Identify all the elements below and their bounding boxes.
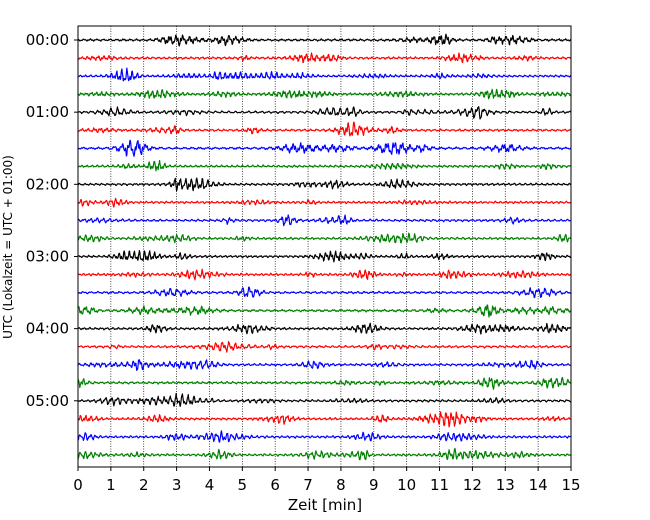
seismic-trace <box>77 232 572 244</box>
x-tick-label: 9 <box>369 476 379 494</box>
seismic-trace <box>77 121 572 137</box>
x-tick-label: 0 <box>73 476 83 494</box>
plot-frame <box>77 25 572 468</box>
y-axis-ticks: 00:00 01:00 02:00 03:00 04:00 05:00 <box>26 31 78 410</box>
seismic-trace <box>77 340 572 353</box>
seismic-trace <box>77 392 572 407</box>
seismic-trace <box>77 52 572 64</box>
seismic-trace <box>77 286 572 299</box>
x-tick-label: 10 <box>397 476 416 494</box>
seismic-trace <box>77 359 572 371</box>
x-tick-label: 3 <box>172 476 182 494</box>
x-tick-label: 13 <box>496 476 515 494</box>
seismic-trace <box>77 322 572 335</box>
y-tick-label: 01:00 <box>26 103 69 121</box>
seismic-trace <box>77 67 572 82</box>
seismic-trace <box>77 159 572 172</box>
seismic-trace <box>77 197 572 208</box>
seismic-trace <box>77 304 572 318</box>
x-tick-label: 2 <box>139 476 149 494</box>
seismic-trace <box>77 214 572 227</box>
x-tick-label: 12 <box>463 476 482 494</box>
x-tick-label: 8 <box>336 476 346 494</box>
y-tick-label: 04:00 <box>26 320 69 338</box>
y-tick-label: 03:00 <box>26 247 69 265</box>
seismic-trace <box>77 139 572 157</box>
x-tick-label: 5 <box>238 476 248 494</box>
x-tick-label: 15 <box>561 476 580 494</box>
seismic-trace <box>77 88 572 100</box>
seismic-trace <box>77 430 572 443</box>
x-tick-label: 6 <box>270 476 280 494</box>
seismic-trace <box>77 377 572 390</box>
x-tick-label: 7 <box>303 476 313 494</box>
y-tick-label: 02:00 <box>26 175 69 193</box>
seismic-trace <box>77 249 572 263</box>
seismic-trace <box>77 106 572 120</box>
x-axis-label: Zeit [min] <box>288 496 362 514</box>
seismic-trace <box>77 411 572 428</box>
x-tick-label: 4 <box>205 476 215 494</box>
y-tick-label: 05:00 <box>26 392 69 410</box>
seismic-trace <box>77 177 572 192</box>
grid-lines <box>110 26 539 467</box>
y-axis-label: UTC (Lokalzeit = UTC + 01:00) <box>1 155 15 339</box>
seismic-trace <box>77 268 572 281</box>
seismic-traces <box>77 33 572 461</box>
x-tick-label: 1 <box>106 476 116 494</box>
x-tick-label: 14 <box>529 476 548 494</box>
y-tick-label: 00:00 <box>26 31 69 49</box>
x-axis-ticks: 0 1 2 3 4 5 6 7 8 9 10 11 12 13 14 15 <box>73 467 581 494</box>
seismic-trace <box>77 33 572 47</box>
x-tick-label: 11 <box>430 476 449 494</box>
seismic-trace <box>77 447 572 461</box>
